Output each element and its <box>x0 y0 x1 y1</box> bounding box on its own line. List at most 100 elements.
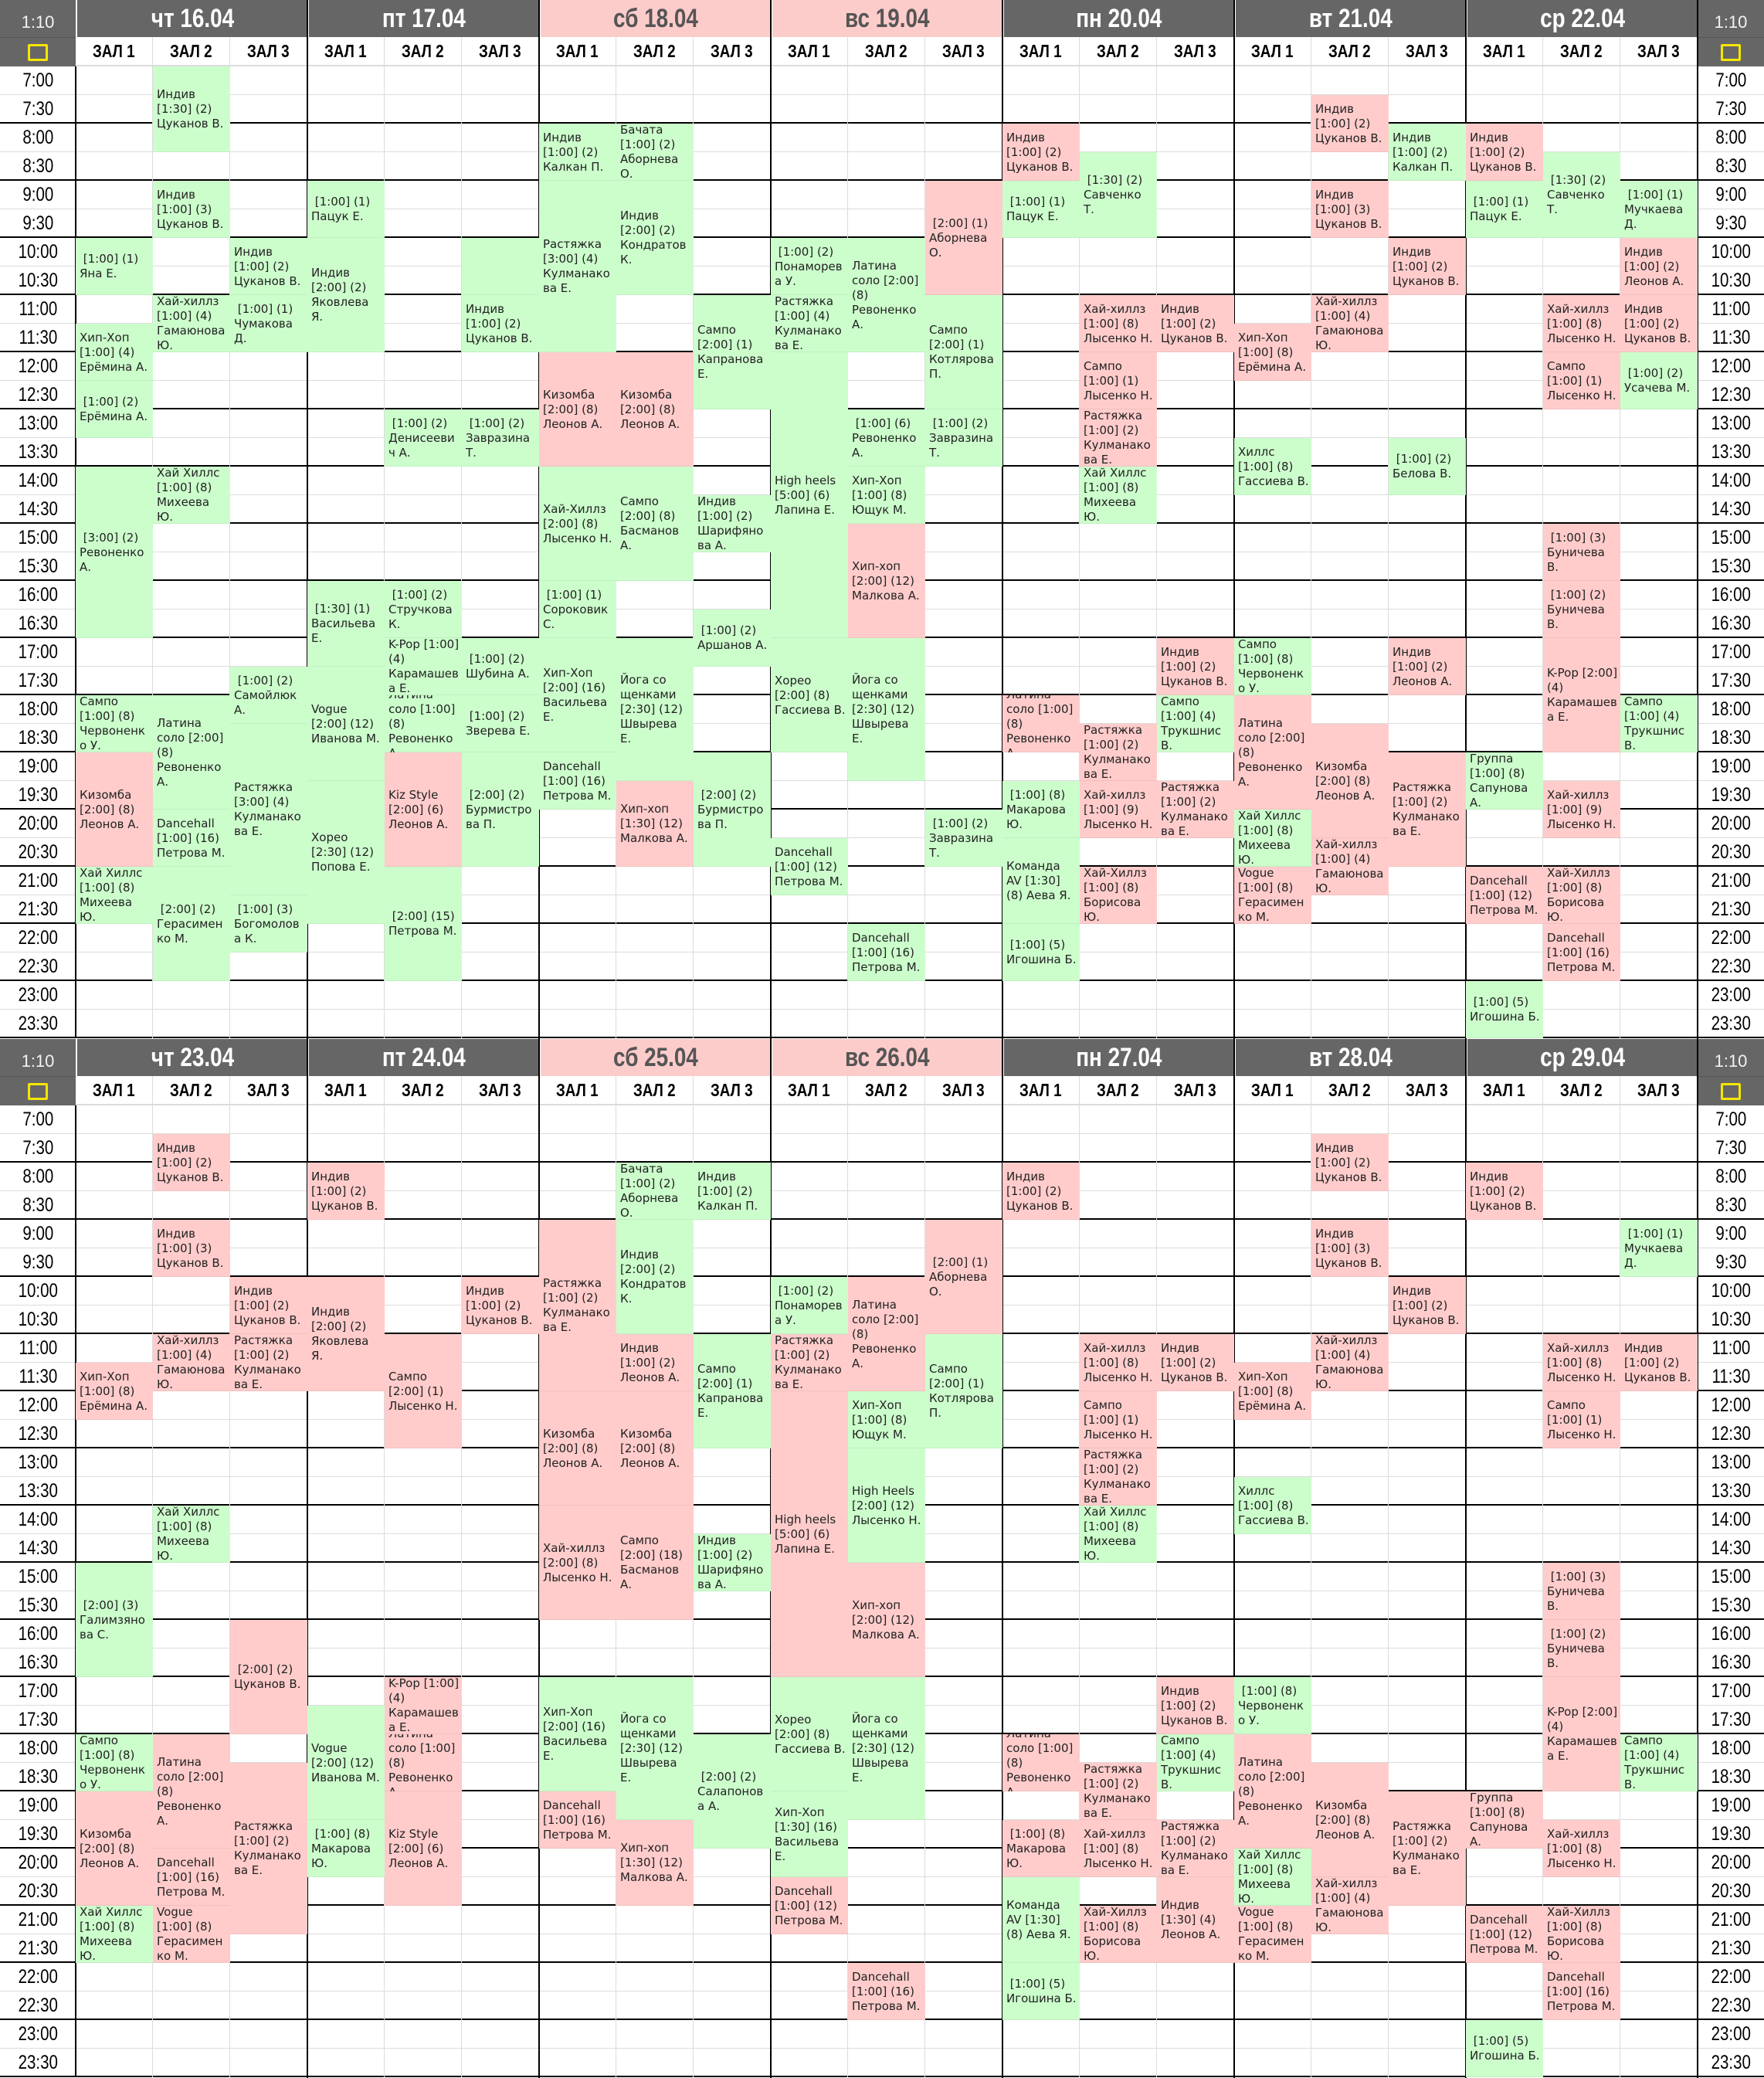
class-booking[interactable]: Сампо [1:00] (4) Трукшнис В. <box>1157 695 1234 752</box>
class-booking[interactable]: [1:00] (2) Буничева В. <box>1543 581 1620 638</box>
class-booking[interactable]: [2:00] (1) Аборнева О. <box>925 1220 1002 1334</box>
class-booking[interactable]: Растяжка [1:00] (2) Кулманакова Е. <box>1080 409 1157 467</box>
class-booking[interactable]: Vogue [1:00] (8) Герасименко М. <box>1234 867 1311 924</box>
class-booking[interactable]: Dancehall [1:00] (16) Петрова М. <box>153 1849 230 1906</box>
class-booking[interactable]: Индив [2:00] (2) Кондратов К. <box>616 1220 694 1334</box>
class-booking[interactable]: [3:00] (2) Ревоненко А. <box>76 467 153 638</box>
class-booking[interactable]: Индив [1:00] (2) Цуканов В. <box>462 295 539 352</box>
class-booking[interactable]: K-Pop [2:00] (4) Карамашева Е. <box>1543 1677 1620 1791</box>
class-booking[interactable]: Латина соло [2:00] (8) Ревоненко А. <box>1234 1734 1311 1849</box>
class-booking[interactable]: [1:00] (2) Аршанов А. <box>694 609 771 667</box>
class-booking[interactable]: Хай-хиллз [1:00] (4) Гамаюнова Ю. <box>1311 838 1389 895</box>
class-booking[interactable]: Хорео [2:00] (8) Гассиева В. <box>771 1677 848 1791</box>
class-booking[interactable]: [1:00] (2) Завразина Т. <box>462 409 539 467</box>
class-booking[interactable]: Хип-хоп [1:30] (12) Малкова А. <box>616 781 694 867</box>
class-booking[interactable]: [1:00] (1) Пацук Е. <box>1002 181 1080 238</box>
class-booking[interactable]: [1:00] (3) Богомолова К. <box>230 895 307 952</box>
class-booking[interactable]: Хай-хиллз [1:00] (8) Лысенко Н. <box>1080 1334 1157 1391</box>
class-booking[interactable]: Хай-хиллз [1:00] (4) Гамаюнова Ю. <box>1311 1334 1389 1391</box>
class-booking[interactable]: Сампо [1:00] (4) Трукшнис В. <box>1157 1734 1234 1791</box>
class-booking[interactable]: Сампо [1:00] (8) Червоненко У. <box>76 695 153 752</box>
class-booking[interactable]: Бачата [1:00] (2) Аборнева О. <box>616 1163 694 1220</box>
class-booking[interactable]: Хай Хиллс [1:00] (8) Михеева Ю. <box>1080 1506 1157 1563</box>
class-booking[interactable]: Vogue [2:00] (12) Иванова М. <box>307 667 385 781</box>
class-booking[interactable]: Хай Хиллс [1:00] (8) Михеева Ю. <box>1234 810 1311 867</box>
class-booking[interactable]: Индив [1:00] (2) Цуканов В. <box>1157 1334 1234 1391</box>
class-booking[interactable]: [1:00] (2) Белова В. <box>1389 438 1466 495</box>
class-booking[interactable]: Индив [1:00] (3) Цуканов В. <box>153 1220 230 1277</box>
class-booking[interactable]: Сампо [1:00] (4) Трукшнис В. <box>1620 695 1698 752</box>
class-booking[interactable]: Индив [1:00] (2) Калкан П. <box>539 124 616 181</box>
class-booking[interactable]: Латина соло [2:00] (8) Ревоненко А. <box>153 1734 230 1849</box>
class-booking[interactable]: High heels [5:00] (6) Лапина Е. <box>771 352 848 638</box>
class-booking[interactable]: Хай-Хиллз [1:00] (8) Борисова Ю. <box>1543 867 1620 924</box>
class-booking[interactable]: Хай-Хиллз [1:00] (8) Борисова Ю. <box>1543 1906 1620 1963</box>
class-booking[interactable]: [1:00] (2) Зверева Е. <box>462 695 539 752</box>
class-booking[interactable]: [1:30] (2) Савченко Т. <box>1080 152 1157 238</box>
class-booking[interactable]: [1:00] (1) Сороковик С. <box>539 581 616 638</box>
class-booking[interactable]: [1:00] (1) Пацук Е. <box>1466 181 1543 238</box>
class-booking[interactable]: Vogue [1:00] (8) Герасименко М. <box>1234 1906 1311 1963</box>
class-booking[interactable]: [2:00] (2) Цуканов В. <box>230 1620 307 1734</box>
class-booking[interactable]: Хип-Хоп [2:00] (16) Васильева Е. <box>539 1677 616 1791</box>
class-booking[interactable]: [1:00] (1) Мучкаева Д. <box>1620 181 1698 238</box>
class-booking[interactable]: Растяжка [3:00] (4) Кулманакова Е. <box>539 181 616 352</box>
class-booking[interactable]: Группа [1:00] (8) Сапунова А. <box>1466 752 1543 810</box>
class-booking[interactable]: [1:00] (6) Ревоненко А. <box>848 409 925 467</box>
class-booking[interactable]: Хай-хиллз [1:00] (8) Лысенко Н. <box>1080 295 1157 352</box>
empty-square-icon[interactable] <box>1721 1082 1741 1100</box>
class-booking[interactable]: Латина соло [1:00] (8) Ревоненко А. <box>1002 695 1080 752</box>
class-booking[interactable]: Растяжка [1:00] (4) Кулманакова Е. <box>771 295 848 352</box>
class-booking[interactable]: Dancehall [1:00] (16) Петрова М. <box>1543 924 1620 981</box>
class-booking[interactable]: Индив [1:00] (2) Цуканов В. <box>1620 295 1698 352</box>
class-booking[interactable]: Кизомба [2:00] (8) Леонов А. <box>616 1391 694 1506</box>
class-booking[interactable]: Индив [1:00] (2) Цуканов В. <box>230 238 307 295</box>
class-booking[interactable]: Vogue [1:00] (8) Герасименко М. <box>153 1906 230 1963</box>
class-booking[interactable]: Хай-Хиллз [1:00] (8) Борисова Ю. <box>1080 1906 1157 1963</box>
class-booking[interactable]: Хиллс [1:00] (8) Гассиева В. <box>1234 438 1311 495</box>
class-booking[interactable]: K-Pop [2:00] (4) Карамашева Е. <box>1543 638 1620 752</box>
class-booking[interactable]: Сампо [2:00] (1) Лысенко Н. <box>385 1334 462 1448</box>
class-booking[interactable]: Индив [1:00] (2) Цуканов В. <box>1311 1134 1389 1191</box>
class-booking[interactable]: [1:00] (5) Игошина Б. <box>1002 1963 1080 2020</box>
empty-square-icon[interactable] <box>28 43 48 61</box>
class-booking[interactable]: Хип-Хоп [1:00] (8) Ющук М. <box>848 467 925 524</box>
class-booking[interactable]: Йога со щенками [2:30] (12) Швырева Е. <box>616 638 694 781</box>
class-booking[interactable]: Кизомба [2:00] (8) Леонов А. <box>539 352 616 467</box>
class-booking[interactable]: Хай-хиллз [1:00] (8) Лысенко Н. <box>1543 295 1620 352</box>
class-booking[interactable]: Хай-хиллз [1:00] (4) Гамаюнова Ю. <box>153 295 230 352</box>
class-booking[interactable]: [1:00] (8) Червоненко У. <box>1234 1677 1311 1734</box>
class-booking[interactable]: Растяжка [1:00] (2) Кулманакова Е. <box>1080 724 1157 781</box>
class-booking[interactable]: Dancehall [1:00] (16) Петрова М. <box>1543 1963 1620 2020</box>
class-booking[interactable]: Кизомба [2:00] (8) Леонов А. <box>1311 1763 1389 1877</box>
class-booking[interactable]: Кизомба [2:00] (8) Леонов А. <box>76 752 153 867</box>
class-booking[interactable]: Кизомба [2:00] (8) Леонов А. <box>539 1391 616 1506</box>
class-booking[interactable]: Сампо [1:00] (8) Червоненко У. <box>1234 638 1311 695</box>
class-booking[interactable]: Хай-хиллз [2:00] (8) Лысенко Н. <box>539 1506 616 1620</box>
select-all-cell[interactable] <box>1698 1076 1764 1105</box>
class-booking[interactable]: Хип-Хоп [1:00] (8) Ющук М. <box>848 1391 925 1448</box>
class-booking[interactable]: Растяжка [1:00] (2) Кулманакова Е. <box>1389 752 1466 867</box>
class-booking[interactable]: Индив [1:00] (2) Леонов А. <box>1389 638 1466 695</box>
class-booking[interactable]: Индив [1:00] (2) Леонов А. <box>1620 238 1698 295</box>
class-booking[interactable]: Dancehall [1:00] (16) Петрова М. <box>153 810 230 867</box>
class-booking[interactable]: Латина соло [2:00] (8) Ревоненко А. <box>848 1277 925 1391</box>
class-booking[interactable]: Латина соло [2:00] (8) Ревоненко А. <box>848 238 925 352</box>
class-booking[interactable]: Кизомба [2:00] (8) Леонов А. <box>616 352 694 467</box>
class-booking[interactable]: Сампо [1:00] (8) Червоненко У. <box>76 1734 153 1791</box>
class-booking[interactable]: Латина соло [2:00] (8) Ревоненко А. <box>153 695 230 810</box>
class-booking[interactable]: Индив [1:00] (2) Цуканов В. <box>1311 95 1389 152</box>
class-booking[interactable]: [1:00] (2) Самойлюк А. <box>230 667 307 724</box>
class-booking[interactable]: Хай-хиллз [1:00] (4) Гамаюнова Ю. <box>153 1334 230 1391</box>
class-booking[interactable]: Растяжка [1:00] (2) Кулманакова Е. <box>1157 1820 1234 1877</box>
class-booking[interactable]: [1:00] (3) Буничева В. <box>1543 524 1620 581</box>
class-booking[interactable]: Сампо [2:00] (18) Басманов А. <box>616 1506 694 1620</box>
class-booking[interactable]: Сампо [1:00] (4) Трукшнис В. <box>1620 1734 1698 1791</box>
class-booking[interactable]: Кизомба [2:00] (8) Леонов А. <box>1311 724 1389 838</box>
class-booking[interactable]: [1:00] (2) Шубина А. <box>462 638 539 695</box>
class-booking[interactable]: K-Pop [1:00] (4) Карамашева Е. <box>385 1677 462 1734</box>
class-booking[interactable]: Dancehall [1:00] (16) Петрова М. <box>848 924 925 981</box>
class-booking[interactable]: Хай-хиллз [1:00] (8) Лысенко Н. <box>1543 1334 1620 1391</box>
class-booking[interactable]: [1:00] (2) Ерёмина А. <box>76 381 153 438</box>
class-booking[interactable]: Хай-хиллз [1:00] (4) Гамаюнова Ю. <box>1311 1877 1389 1934</box>
